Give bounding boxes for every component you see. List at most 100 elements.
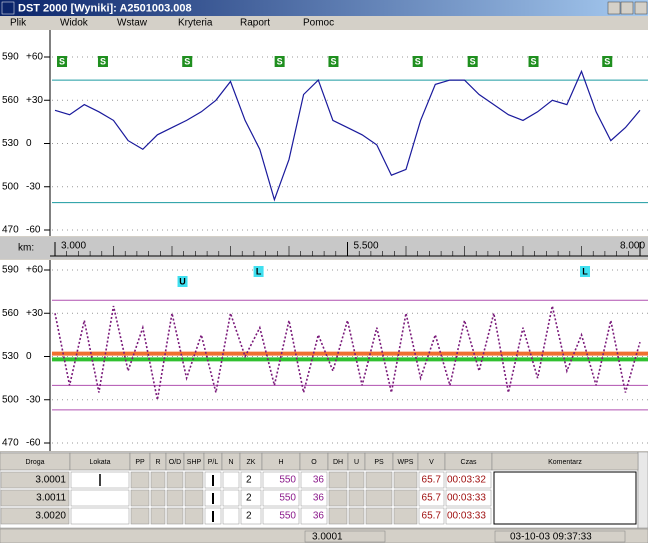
table-cell bbox=[300, 507, 328, 525]
table-cell bbox=[328, 471, 348, 489]
table-cell bbox=[348, 507, 365, 525]
marker-label: L bbox=[256, 266, 262, 276]
column-header: Lokata bbox=[89, 459, 110, 466]
column-header: DH bbox=[333, 459, 343, 466]
marker-label: S bbox=[604, 56, 610, 66]
table-cell bbox=[393, 507, 418, 525]
column-header: O/D bbox=[169, 459, 181, 466]
title-bar bbox=[0, 0, 648, 16]
y-tick-label: 590 bbox=[2, 265, 19, 276]
menu-item[interactable]: Pomoc bbox=[303, 18, 334, 29]
table-cell bbox=[365, 471, 393, 489]
menu-item[interactable]: Plik bbox=[10, 18, 27, 29]
marker-box bbox=[602, 56, 613, 67]
table-cell bbox=[262, 507, 300, 525]
table-cell bbox=[222, 507, 240, 525]
y-tick-label: 530 bbox=[2, 138, 19, 149]
table-cell bbox=[365, 489, 393, 507]
table-cell bbox=[130, 507, 150, 525]
menu-item[interactable]: Kryteria bbox=[178, 18, 213, 29]
y2-tick-label: +60 bbox=[26, 52, 43, 63]
table-cell bbox=[130, 489, 150, 507]
table-cell bbox=[348, 471, 365, 489]
table-cell bbox=[328, 507, 348, 525]
y-tick-label: 530 bbox=[2, 351, 19, 362]
cell-value: 3.0001 bbox=[35, 475, 66, 486]
column-header: N bbox=[228, 459, 233, 466]
status-position: 3.0001 bbox=[312, 532, 343, 543]
km-tick-label: 8.000 bbox=[620, 241, 645, 252]
scrollbar[interactable] bbox=[637, 451, 648, 529]
table-cell bbox=[184, 489, 204, 507]
close-button[interactable] bbox=[634, 1, 648, 15]
y-tick-label: 470 bbox=[2, 438, 19, 449]
table-cell bbox=[328, 489, 348, 507]
y2-tick-label: -60 bbox=[26, 438, 41, 449]
restore-button[interactable] bbox=[620, 1, 634, 15]
marker-box bbox=[177, 276, 188, 287]
marker-label: S bbox=[184, 56, 190, 66]
marker-label: U bbox=[179, 276, 186, 286]
table-cell bbox=[262, 471, 300, 489]
column-header: Droga bbox=[25, 459, 44, 466]
table-cell bbox=[240, 489, 262, 507]
cell-value: 2 bbox=[246, 493, 252, 504]
menu-item[interactable]: Widok bbox=[60, 18, 89, 29]
menu-item[interactable]: Wstaw bbox=[117, 18, 148, 29]
table-cell bbox=[166, 489, 184, 507]
cell-value: 36 bbox=[313, 511, 325, 522]
cell-value: 2 bbox=[246, 511, 252, 522]
marker-box bbox=[328, 56, 339, 67]
table-cell bbox=[348, 489, 365, 507]
y-tick-label: 470 bbox=[2, 225, 19, 236]
marker-label: S bbox=[330, 56, 336, 66]
table-cell bbox=[150, 489, 166, 507]
column-header: Czas bbox=[461, 459, 477, 466]
table-cell bbox=[300, 489, 328, 507]
window-buttons[interactable] bbox=[607, 1, 648, 15]
table-cell bbox=[222, 471, 240, 489]
status-panel bbox=[304, 530, 386, 543]
km-label: km: bbox=[18, 243, 34, 254]
table-cell bbox=[445, 489, 492, 507]
table-cell bbox=[150, 507, 166, 525]
y-tick-label: 560 bbox=[2, 308, 19, 319]
menu-item[interactable]: Raport bbox=[240, 18, 270, 29]
km-tick-label: 5.500 bbox=[354, 241, 379, 252]
table-cell bbox=[184, 507, 204, 525]
marker-box bbox=[253, 266, 264, 277]
marker-box bbox=[467, 56, 478, 67]
table-cell bbox=[222, 489, 240, 507]
cell-value: 36 bbox=[313, 493, 325, 504]
marker-label: S bbox=[277, 56, 283, 66]
marker-box bbox=[274, 56, 285, 67]
km-tick-label: 3.000 bbox=[61, 241, 86, 252]
cell-value: 65.7 bbox=[422, 511, 442, 522]
cell-value: 36 bbox=[313, 475, 325, 486]
cell-value: 3.0020 bbox=[35, 511, 66, 522]
table-cell bbox=[445, 507, 492, 525]
cell-value: 65.7 bbox=[422, 475, 442, 486]
cell-value: 3.0011 bbox=[36, 493, 66, 504]
marker-label: S bbox=[415, 56, 421, 66]
cell-value: 550 bbox=[279, 493, 296, 504]
marker-label: L bbox=[582, 266, 588, 276]
table-cell bbox=[240, 507, 262, 525]
column-header: R bbox=[155, 459, 160, 466]
km-axis-bg bbox=[0, 237, 648, 259]
cell-value: 65.7 bbox=[422, 493, 442, 504]
column-header: PS bbox=[374, 459, 384, 466]
comment-box bbox=[493, 471, 637, 525]
y2-tick-label: +60 bbox=[26, 265, 43, 276]
pl-indicator bbox=[212, 511, 214, 522]
marker-box bbox=[412, 56, 423, 67]
table-cell bbox=[240, 471, 262, 489]
table-cell bbox=[418, 507, 445, 525]
table-cell bbox=[0, 489, 70, 507]
y2-tick-label: -30 bbox=[26, 394, 41, 405]
minimize-button[interactable] bbox=[607, 1, 621, 15]
table-cell bbox=[166, 507, 184, 525]
y2-tick-label: 0 bbox=[26, 351, 32, 362]
table-cell bbox=[150, 471, 166, 489]
